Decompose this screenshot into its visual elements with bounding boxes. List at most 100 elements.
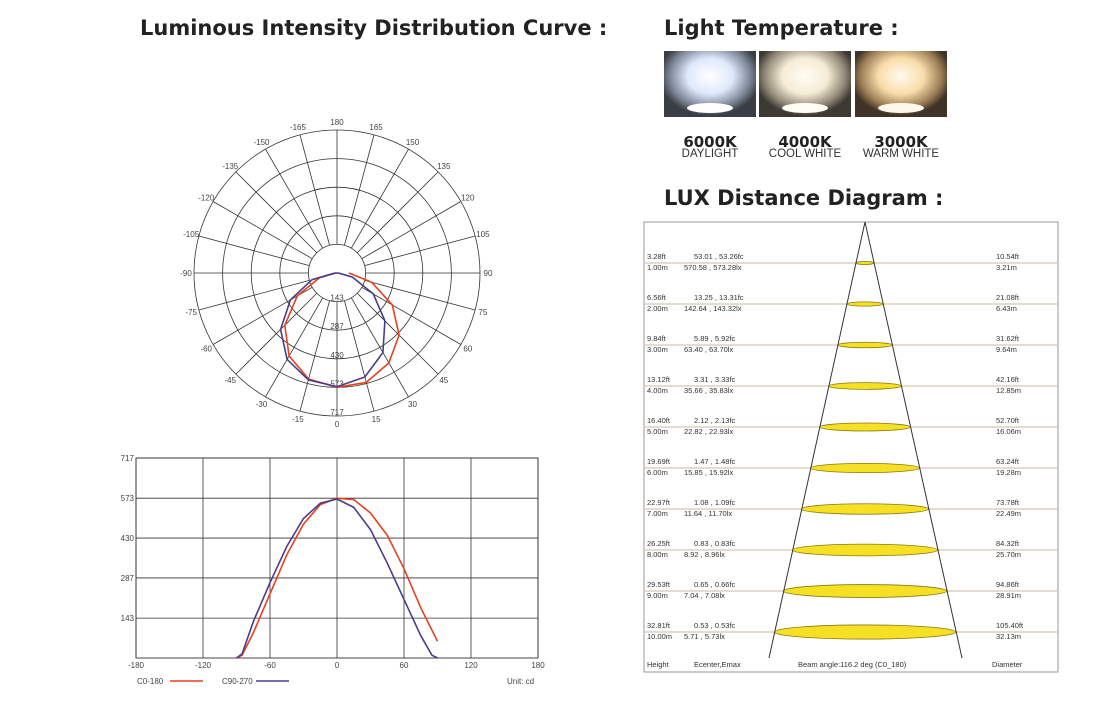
lux-lx: 5.71 , 5.73lx [684, 632, 725, 641]
linear-y-label: 430 [121, 534, 135, 543]
lux-diameter-m: 22.49m [996, 509, 1021, 518]
lux-beam-ellipse [782, 584, 948, 598]
polar-angle-label: -105 [183, 230, 200, 239]
polar-angle-label: 0 [335, 420, 340, 429]
lux-diameter-ft: 42.16ft [996, 375, 1020, 384]
lux-frame [643, 221, 1059, 673]
lux-height-ft: 13.12ft [647, 375, 671, 384]
beam-right-edge [864, 221, 963, 659]
legend-c0-label: C0-180 [137, 677, 164, 686]
lux-beam-ellipse [828, 382, 902, 390]
lux-beam-ellipse [855, 261, 875, 265]
lux-height-ft: 6.56ft [647, 293, 667, 302]
lux-height-m: 6.00m [647, 468, 668, 477]
lux-height-ft: 9.84ft [647, 334, 667, 343]
lux-diameter-m: 6.43m [996, 304, 1017, 313]
polar-angle-label: 60 [463, 345, 472, 354]
lux-diameter-ft: 21.08ft [996, 293, 1020, 302]
linear-x-label: 120 [464, 661, 478, 670]
lux-diameter-m: 19.28m [996, 468, 1021, 477]
temp-kelvin-1: 6000K [683, 133, 737, 151]
lux-height-m: 2.00m [647, 304, 668, 313]
polar-angle-label: 150 [406, 138, 420, 147]
lux-height-m: 7.00m [647, 509, 668, 518]
lux-rows: 3.28ft 1.00m 53.01 , 53.26fc 570.58 , 573.2… [645, 252, 1057, 641]
lux-height-ft: 29.53ft [647, 580, 671, 589]
polar-c90-curve [279, 272, 386, 388]
lux-lx: 142.64 , 143.32lx [684, 304, 742, 313]
lux-height-ft: 32.81ft [647, 621, 671, 630]
linear-y-label: 287 [121, 574, 135, 583]
polar-angle-label: 90 [484, 269, 493, 278]
daylight-swatch [664, 51, 756, 117]
lux-lx: 7.04 , 7.08lx [684, 591, 725, 600]
unit-label: Unit: cd [507, 677, 534, 686]
polar-angle-labels: 1801651501351201059075604530150-15-30-45… [180, 118, 493, 429]
lux-beam-ellipse [846, 301, 884, 307]
lux-fc: 5.89 , 5.92fc [694, 334, 736, 343]
linear-x-label: -180 [128, 661, 145, 670]
lux-diameter-ft: 73.78ft [996, 498, 1020, 507]
polar-spoke [361, 201, 462, 260]
lux-diameter-m: 9.64m [996, 345, 1017, 354]
polar-angle-label: -75 [185, 308, 197, 317]
lux-lx: 63.40 , 63.70lx [684, 345, 733, 354]
linear-x-label: 180 [531, 661, 545, 670]
temp-kelvin-3: 3000K [874, 133, 928, 151]
lux-diameter-ft: 10.54ft [996, 252, 1020, 261]
polar-angle-label: 45 [439, 376, 448, 385]
lux-height-ft: 26.25ft [647, 539, 671, 548]
polar-radial-label: 143 [330, 294, 344, 303]
polar-spoke [299, 134, 330, 246]
lux-diameter-ft: 31.62ft [996, 334, 1020, 343]
lux-lx: 15.85 , 15.92lx [684, 468, 733, 477]
lux-diameter-ft: 94.86ft [996, 580, 1020, 589]
polar-spoke [265, 297, 324, 398]
lux-fc: 0.53 , 0.53fc [694, 621, 736, 630]
polar-angle-label: 120 [461, 194, 475, 203]
lux-diameter-ft: 52.70ft [996, 416, 1020, 425]
polar-spoke [299, 300, 330, 412]
polar-spoke [356, 292, 439, 375]
lux-footer-ecenter: Ecenter,Emax [694, 660, 741, 669]
linear-x-label: 60 [400, 661, 409, 670]
temp-name-1: DAYLIGHT [681, 148, 739, 160]
polar-angle-label: 30 [408, 400, 417, 409]
linear-y-label: 573 [121, 494, 135, 503]
lux-lx: 11.64 , 11.70lx [684, 509, 732, 518]
temp-kelvin-2: 4000K [778, 133, 832, 151]
polar-angle-label: 105 [476, 230, 490, 239]
polar-angle-label: -15 [292, 415, 304, 424]
polar-grid [193, 129, 481, 417]
lux-diameter-m: 28.91m [996, 591, 1021, 600]
lux-height-m: 3.00m [647, 345, 668, 354]
lux-height-m: 9.00m [647, 591, 668, 600]
polar-spoke [212, 201, 313, 260]
lux-diameter-ft: 63.24ft [996, 457, 1020, 466]
polar-angle-label: 75 [478, 308, 487, 317]
lux-height-m: 5.00m [647, 427, 668, 436]
lux-height-m: 1.00m [647, 263, 668, 272]
linear-x-label: 0 [335, 661, 340, 670]
lux-diameter-m: 25.70m [996, 550, 1021, 559]
polar-angle-label: -45 [224, 376, 236, 385]
beam-left-edge [768, 221, 866, 659]
polar-angle-label: 165 [369, 123, 383, 132]
linear-x-label: -60 [264, 661, 276, 670]
lux-diameter-ft: 105.40ft [996, 621, 1024, 630]
polar-spoke [235, 292, 318, 375]
lux-fc: 13.25 , 13.31fc [694, 293, 744, 302]
polar-radial-label: 287 [330, 322, 344, 331]
lux-footer-height: Height [647, 660, 670, 669]
polar-angle-label: -165 [290, 123, 307, 132]
linear-y-label: 143 [121, 614, 135, 623]
lux-lx: 35.66 , 35.83lx [684, 386, 733, 395]
polar-radial-label: 430 [330, 351, 344, 360]
lux-fc: 1.08 , 1.09fc [694, 498, 736, 507]
lux-beam-ellipse [773, 624, 957, 640]
polar-angle-label: 15 [372, 415, 381, 424]
lux-lx: 8.92 , 8.96lx [684, 550, 725, 559]
